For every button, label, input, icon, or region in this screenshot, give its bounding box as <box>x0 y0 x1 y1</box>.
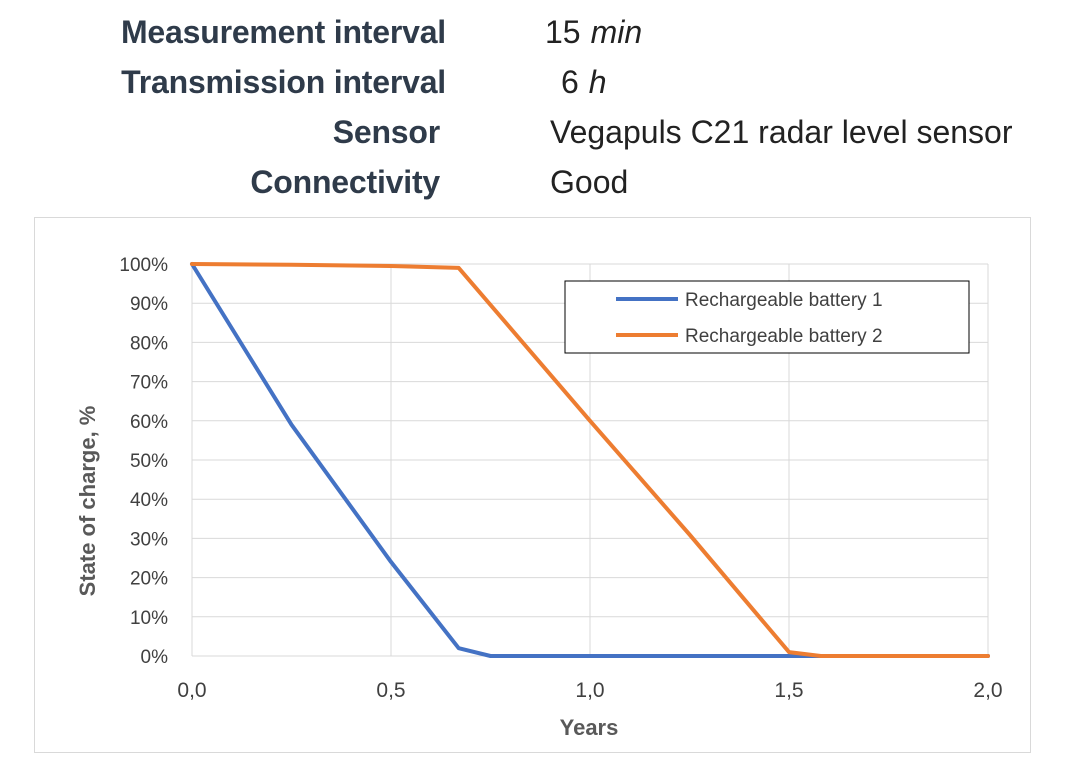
connectivity-row: Connectivity Good <box>0 156 1086 206</box>
measurement-interval-value: 15 min <box>545 14 642 51</box>
y-tick-label: 30% <box>130 529 168 550</box>
y-tick-label: 70% <box>130 373 168 394</box>
chart-series <box>190 262 990 658</box>
x-tick-label: 0,5 <box>376 679 405 702</box>
y-tick-label: 90% <box>130 294 168 315</box>
measurement-interval-label: Measurement interval <box>120 14 446 50</box>
transmission-interval-unit: h <box>588 64 607 100</box>
series-line-2 <box>190 262 990 658</box>
x-tick-label: 0,0 <box>177 679 206 702</box>
connectivity-label: Connectivity <box>250 164 440 200</box>
y-tick-label: 80% <box>130 333 168 354</box>
x-axis-ticks: 0,0 0,5 1,0 1,5 2,0 <box>177 679 1002 702</box>
legend-label-1: Rechargeable battery 1 <box>685 290 883 311</box>
y-tick-label: 0% <box>141 647 169 668</box>
connectivity-value: Good <box>550 164 629 200</box>
sensor-label: Sensor <box>332 114 440 150</box>
series-line-1 <box>190 262 990 658</box>
x-axis-label: Years <box>560 715 619 740</box>
y-tick-label: 40% <box>130 490 168 511</box>
transmission-interval-number: 6 <box>561 64 579 100</box>
x-tick-label: 1,5 <box>774 679 803 702</box>
measurement-interval-row: Measurement interval 15 min <box>0 6 1086 56</box>
sensor-row: Sensor Vegapuls C21 radar level sensor <box>0 106 1086 156</box>
legend-box <box>564 280 970 354</box>
chart-container: 0% 10% 20% 30% 40% 50% 60% 70% 80% 90% 100% 0,0 0,5… <box>34 217 1031 753</box>
x-tick-label: 2,0 <box>973 679 1002 702</box>
measurement-interval-number: 15 <box>545 14 581 50</box>
y-axis-ticks: 0% 10% 20% 30% 40% 50% 60% 70% 80% 90% 100% <box>119 255 168 668</box>
y-tick-label: 20% <box>130 569 168 590</box>
chart-legend: Rechargeable battery 1 Rechargeable batte… <box>564 280 970 354</box>
transmission-interval-label: Transmission interval <box>121 64 446 100</box>
x-tick-label: 1,0 <box>575 679 604 702</box>
sensor-value: Vegapuls C21 radar level sensor <box>550 114 1013 150</box>
legend-label-2: Rechargeable battery 2 <box>685 326 883 347</box>
y-tick-label: 100% <box>119 255 168 276</box>
y-axis-label: State of charge, % <box>75 406 100 597</box>
state-of-charge-chart: 0% 10% 20% 30% 40% 50% 60% 70% 80% 90% 100% 0,0 0,5… <box>75 255 1003 740</box>
y-tick-label: 10% <box>130 608 168 629</box>
y-tick-label: 60% <box>130 412 168 433</box>
measurement-interval-unit: min <box>590 14 643 50</box>
y-tick-label: 50% <box>130 451 168 472</box>
